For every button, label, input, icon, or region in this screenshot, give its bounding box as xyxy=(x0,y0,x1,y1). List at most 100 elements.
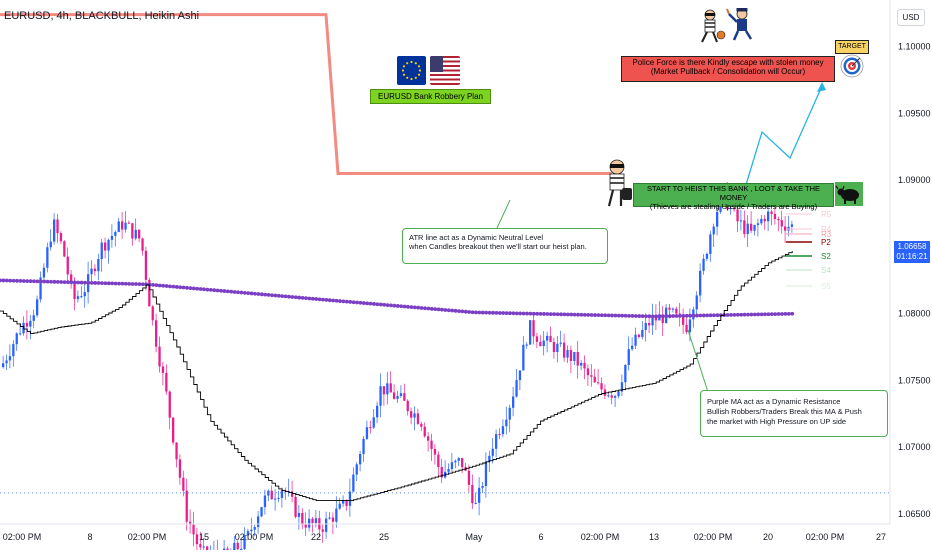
purple-ma-dot xyxy=(25,279,30,283)
purple-ma-dot xyxy=(188,286,193,291)
candle-body xyxy=(246,531,250,536)
candle-body xyxy=(566,349,569,358)
candle-body xyxy=(685,324,688,333)
candle-body xyxy=(505,419,508,427)
purple-ma-dot xyxy=(463,309,468,314)
candle-body xyxy=(328,517,331,519)
candle-body xyxy=(396,396,399,399)
purple-ma-dot xyxy=(270,293,274,298)
purple-ma-dot xyxy=(110,281,115,286)
candle-body xyxy=(144,250,148,280)
purple-ma-dot xyxy=(667,314,672,318)
pivot-label: R3 xyxy=(821,230,832,239)
black-ma-line xyxy=(0,251,793,502)
purple-ma-dot xyxy=(1,278,6,283)
purple-ma-dot xyxy=(446,308,451,313)
us-flag-icon xyxy=(430,56,460,85)
candle-body xyxy=(338,503,341,509)
purple-ma-dot xyxy=(263,292,268,297)
candle-body xyxy=(756,223,760,226)
candle-body xyxy=(627,349,630,366)
candle-body xyxy=(610,395,613,398)
purple-ma-dot xyxy=(283,294,288,299)
candle-body xyxy=(90,268,93,275)
bull-icon xyxy=(835,182,863,206)
candle-body xyxy=(736,209,739,222)
candle-body xyxy=(389,383,392,393)
last-price-box: 1.06658 01:16:21 xyxy=(894,241,930,263)
candle-body xyxy=(25,322,29,327)
candle-body xyxy=(314,518,318,524)
candle-body xyxy=(644,322,647,330)
purple-ma-dot xyxy=(358,300,363,305)
purple-ma-dot xyxy=(664,314,669,319)
currency-button[interactable]: USD xyxy=(897,9,925,26)
purple-ma-dot xyxy=(599,313,604,318)
purple-ma-dot xyxy=(321,297,325,302)
candle-body xyxy=(688,319,692,333)
purple-ma-dot xyxy=(151,282,155,287)
purple-ma-dot xyxy=(650,314,655,319)
candle-body xyxy=(134,229,137,239)
eu-flag-icon xyxy=(397,56,426,85)
time-tick-label: 15 xyxy=(199,532,209,542)
purple-ma-dot xyxy=(559,312,563,317)
purple-ma-dot xyxy=(338,299,342,303)
purple-ma-dot xyxy=(582,312,587,317)
time-axis: 02:00 PM 8 02:00 PM 15 02:00 PM 22 25 May 6 02:00… xyxy=(0,523,890,542)
candle-body xyxy=(559,342,562,344)
candle-body xyxy=(515,380,518,397)
purple-ma-dot xyxy=(457,309,461,314)
purple-ma-dot xyxy=(786,311,791,316)
police-icon xyxy=(724,6,760,42)
purple-ma-dot xyxy=(181,285,186,290)
candle-body xyxy=(70,274,73,283)
candle-body xyxy=(257,516,260,528)
candles xyxy=(2,182,794,555)
purple-ma-dot xyxy=(174,285,179,289)
purple-ma-dot xyxy=(606,313,611,318)
candle-body xyxy=(508,407,511,420)
purple-ma-dot xyxy=(287,294,291,299)
candle-body xyxy=(8,356,12,361)
candle-body xyxy=(593,376,596,383)
purple-ma-dot xyxy=(15,278,19,283)
candle-body xyxy=(331,517,335,522)
purple-ma-dot xyxy=(344,299,349,304)
candle-body xyxy=(457,458,460,461)
candle-body xyxy=(413,413,416,418)
purple-ma-dot xyxy=(562,312,567,317)
candle-body xyxy=(767,211,770,222)
time-tick-label: 02:00 PM xyxy=(581,532,620,542)
candle-body xyxy=(746,223,749,235)
candle-body xyxy=(80,296,83,298)
time-tick-label: 02:00 PM xyxy=(3,532,42,542)
eu-stars xyxy=(401,60,422,81)
purple-ma-dot xyxy=(589,313,594,317)
candle-body xyxy=(712,226,715,235)
candle-body xyxy=(250,529,253,532)
purple-ma-dot xyxy=(273,293,278,298)
candle-body xyxy=(454,460,457,463)
candle-body xyxy=(240,548,243,550)
purple-ma-dot xyxy=(657,314,662,319)
time-tick-label: 22 xyxy=(311,532,321,542)
purple-ma-dot xyxy=(780,312,784,316)
candle-body xyxy=(369,427,372,429)
candle-body xyxy=(155,320,158,347)
time-tick-label: 6 xyxy=(538,532,543,542)
candle-body xyxy=(695,295,698,310)
purple-ma-dot xyxy=(191,286,196,291)
candle-body xyxy=(325,518,328,532)
candle-body xyxy=(304,524,307,528)
purple-ma-dot xyxy=(429,306,434,311)
symbol-title: EURUSD, 4h, BLACKBULL, Heikin Ashi xyxy=(4,10,200,22)
purple-ma-dot xyxy=(232,290,237,294)
purple-ma-dot xyxy=(351,300,356,305)
candle-body xyxy=(148,279,151,307)
purple-ma-dot xyxy=(756,312,761,317)
purple-ma-dot xyxy=(725,313,730,317)
candle-body xyxy=(440,467,443,478)
